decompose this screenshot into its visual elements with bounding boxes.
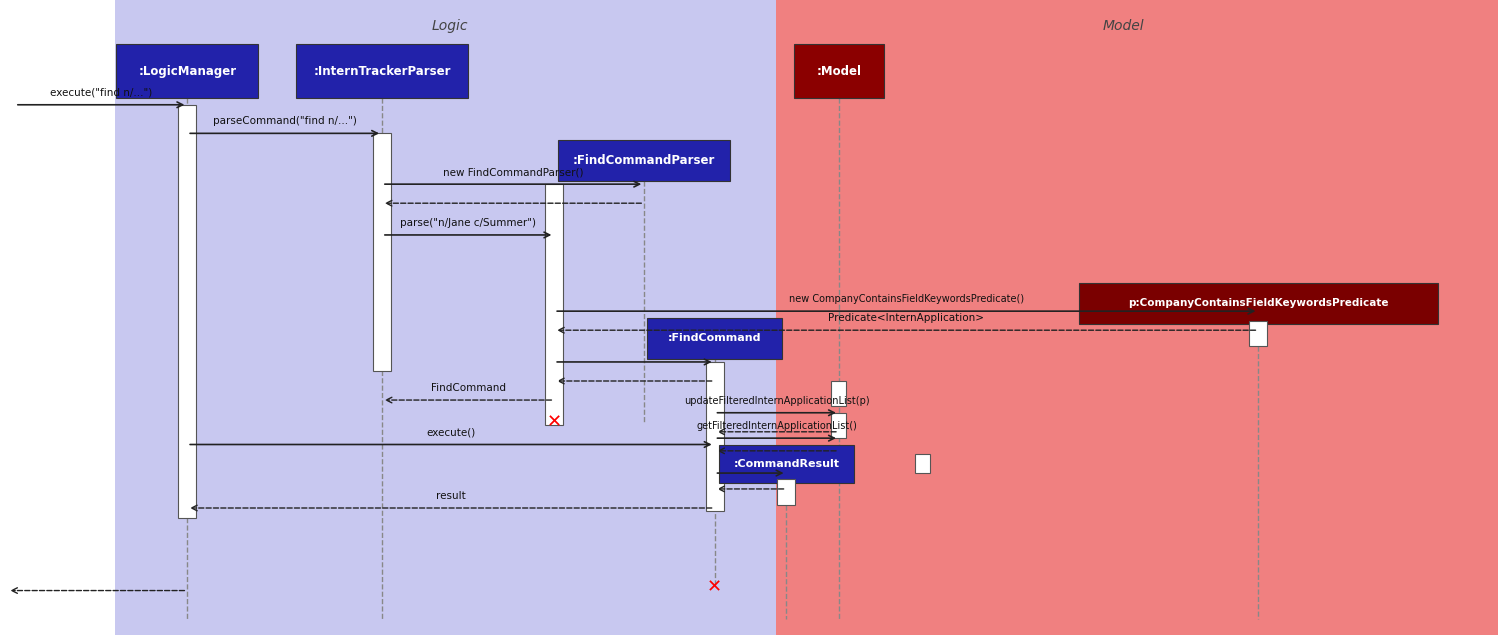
Text: execute(): execute() — [427, 427, 475, 438]
Bar — [1249, 321, 1267, 346]
Bar — [297, 44, 467, 98]
Bar — [706, 362, 724, 511]
Text: parseCommand("find n/..."): parseCommand("find n/...") — [213, 116, 357, 126]
Text: ✕: ✕ — [547, 413, 562, 431]
Text: :FindCommand: :FindCommand — [668, 333, 761, 343]
Bar — [557, 140, 731, 181]
Bar — [1079, 283, 1438, 324]
Text: parse("n/Jane c/Summer"): parse("n/Jane c/Summer") — [400, 218, 536, 228]
Bar — [831, 381, 846, 406]
Bar — [794, 44, 884, 98]
Text: FindCommand: FindCommand — [430, 383, 506, 393]
Text: ✕: ✕ — [707, 578, 722, 596]
Bar — [545, 184, 563, 425]
Bar — [777, 479, 795, 505]
Text: :InternTrackerParser: :InternTrackerParser — [313, 65, 451, 78]
Bar — [647, 318, 782, 359]
Bar — [115, 0, 776, 635]
Text: :LogicManager: :LogicManager — [138, 65, 237, 78]
Text: updateFilteredInternApplicationList(p): updateFilteredInternApplicationList(p) — [685, 396, 869, 406]
Text: :CommandResult: :CommandResult — [734, 458, 839, 469]
Text: Predicate<InternApplication>: Predicate<InternApplication> — [828, 313, 984, 323]
Text: :Model: :Model — [816, 65, 861, 78]
Bar — [117, 44, 258, 98]
Text: execute("find n/..."): execute("find n/...") — [49, 88, 153, 98]
Text: Logic: Logic — [431, 19, 467, 33]
Text: :FindCommandParser: :FindCommandParser — [572, 154, 716, 167]
Text: result: result — [436, 491, 466, 501]
Text: Model: Model — [1103, 19, 1144, 33]
Bar — [719, 444, 854, 483]
Bar — [831, 413, 846, 438]
Bar — [915, 454, 930, 473]
Bar — [178, 105, 196, 518]
Text: new FindCommandParser(): new FindCommandParser() — [443, 167, 583, 177]
Text: getFilteredInternApplicationList(): getFilteredInternApplicationList() — [697, 421, 857, 431]
Text: new CompanyContainsFieldKeywordsPredicate(): new CompanyContainsFieldKeywordsPredicat… — [789, 294, 1023, 304]
Text: p:CompanyContainsFieldKeywordsPredicate: p:CompanyContainsFieldKeywordsPredicate — [1128, 298, 1389, 308]
Bar — [373, 133, 391, 371]
Bar — [776, 0, 1498, 635]
